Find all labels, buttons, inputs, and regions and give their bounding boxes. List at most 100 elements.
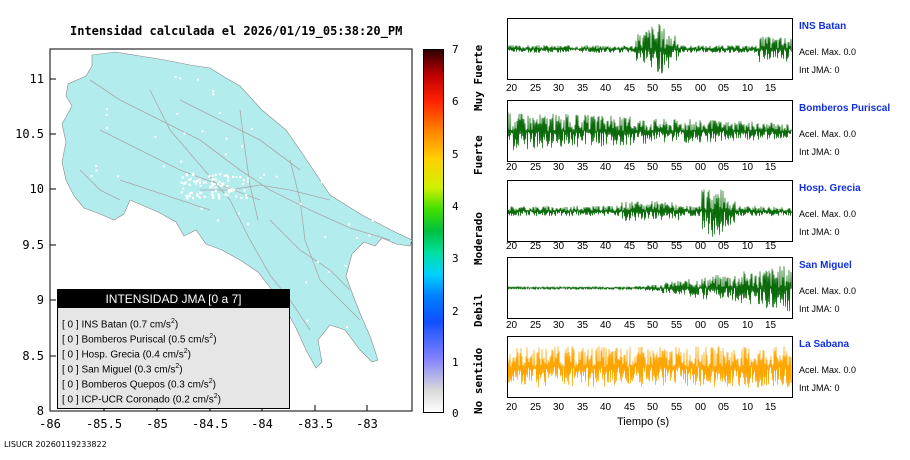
time-tick-label: 30 — [553, 83, 565, 94]
map-xtick-label: -84 — [251, 417, 273, 431]
time-tick-label: 20 — [506, 241, 518, 252]
town-dot — [185, 174, 189, 177]
town-dot — [209, 186, 212, 189]
time-tick-label: 20 — [506, 162, 518, 173]
town-dot — [227, 179, 230, 182]
town-dot — [275, 175, 278, 178]
colorbar-category-label: No sentido — [472, 347, 485, 414]
town-dot — [221, 184, 224, 187]
legend-station-row: [ 0 ] ICP-UCR Coronado (0.2 cm/s2) — [62, 393, 221, 406]
town-dot — [152, 210, 155, 213]
town-dot — [185, 194, 188, 197]
station-name: La Sabana — [799, 339, 850, 350]
town-dot — [90, 175, 93, 178]
town-dot — [226, 184, 229, 188]
town-dot — [344, 264, 347, 267]
town-dot — [196, 193, 199, 196]
map-ytick-label: 8 — [37, 404, 44, 418]
time-tick-label: 05 — [718, 162, 730, 173]
town-dot — [235, 175, 238, 179]
town-dot — [214, 190, 218, 193]
time-tick-label: 40 — [600, 162, 612, 173]
time-tick-label: 15 — [765, 241, 777, 252]
town-dot — [218, 112, 221, 115]
time-tick-label: 10 — [742, 83, 754, 94]
town-dot — [210, 184, 213, 188]
time-tick-label: 50 — [647, 83, 659, 94]
time-tick-label: 40 — [600, 320, 612, 331]
town-dot — [250, 128, 253, 131]
waveform-panel — [507, 100, 793, 162]
town-dot — [367, 208, 370, 211]
town-dot — [305, 281, 308, 284]
time-tick-label: 55 — [671, 402, 683, 413]
time-tick-label: 30 — [553, 241, 565, 252]
town-dot — [277, 111, 280, 114]
legend-station-row: [ 0 ] San Miguel (0.3 cm/s2) — [62, 363, 183, 376]
town-dot — [189, 178, 192, 181]
colorbar-tick-label: 7 — [452, 43, 459, 56]
time-tick-label: 30 — [553, 162, 565, 173]
town-dot — [214, 186, 217, 189]
time-tick-label: 35 — [577, 162, 589, 173]
town-dot — [211, 178, 214, 181]
station-acel-max: Acel. Max. 0.0 — [799, 365, 857, 375]
town-dot — [162, 165, 165, 168]
time-tick-label: 45 — [624, 402, 636, 413]
legend-list: [ 0 ] INS Batan (0.7 cm/s2) [ 0 ] Bombero… — [58, 308, 289, 406]
time-tick-label: 55 — [671, 241, 683, 252]
map-xtick-label: -85 — [146, 417, 168, 431]
town-dot — [190, 191, 193, 195]
town-dot — [218, 197, 221, 200]
map-title: Intensidad calculada el 2026/01/19_05:38… — [70, 24, 403, 38]
town-dot — [95, 169, 98, 172]
town-dot — [196, 179, 199, 183]
town-dot — [226, 194, 229, 197]
town-dot — [186, 197, 189, 200]
map-xtick-label: -83 — [356, 417, 378, 431]
town-dot — [191, 172, 194, 175]
town-dot — [216, 183, 220, 186]
town-dot — [244, 194, 248, 197]
town-dot — [199, 184, 202, 187]
town-dot — [176, 113, 179, 116]
colorbar-category-label: Muy Fuerte — [472, 44, 485, 111]
station-int-jma: Int JMA: 0 — [799, 304, 840, 314]
station-name: Bomberos Puriscal — [799, 103, 891, 114]
town-dot — [240, 196, 243, 199]
time-tick-label: 20 — [506, 402, 518, 413]
colorbar-tick-label: 0 — [452, 407, 459, 420]
town-dot — [180, 160, 183, 163]
time-tick-label: 40 — [600, 402, 612, 413]
map-xtick-label: -85.5 — [86, 417, 122, 431]
town-dot — [225, 137, 228, 140]
town-dot — [188, 194, 191, 198]
town-dot — [329, 118, 332, 121]
town-dot — [219, 184, 222, 187]
town-dot — [243, 189, 246, 192]
town-dot — [117, 175, 120, 178]
time-axis-label: Tiempo (s) — [617, 416, 670, 428]
station-acel-max: Acel. Max. 0.0 — [799, 129, 857, 139]
town-dot — [306, 319, 309, 322]
town-dot — [239, 176, 242, 179]
town-dot — [198, 181, 201, 184]
station-name: San Miguel — [799, 260, 852, 271]
town-dot — [235, 195, 238, 198]
town-dot — [182, 187, 185, 190]
town-dot — [183, 182, 186, 185]
town-dot — [204, 181, 207, 184]
town-dot — [350, 98, 353, 101]
town-dot — [119, 261, 122, 264]
town-dot — [242, 182, 245, 186]
time-tick-label: 50 — [647, 241, 659, 252]
town-dot — [211, 174, 214, 177]
town-dot — [208, 175, 211, 178]
town-dot — [226, 174, 229, 177]
town-dot — [223, 174, 226, 177]
time-tick-label: 30 — [553, 402, 565, 413]
town-dot — [214, 178, 218, 181]
time-tick-label: 55 — [671, 83, 683, 94]
time-tick-label: 50 — [647, 162, 659, 173]
station-name: INS Batan — [799, 21, 847, 32]
